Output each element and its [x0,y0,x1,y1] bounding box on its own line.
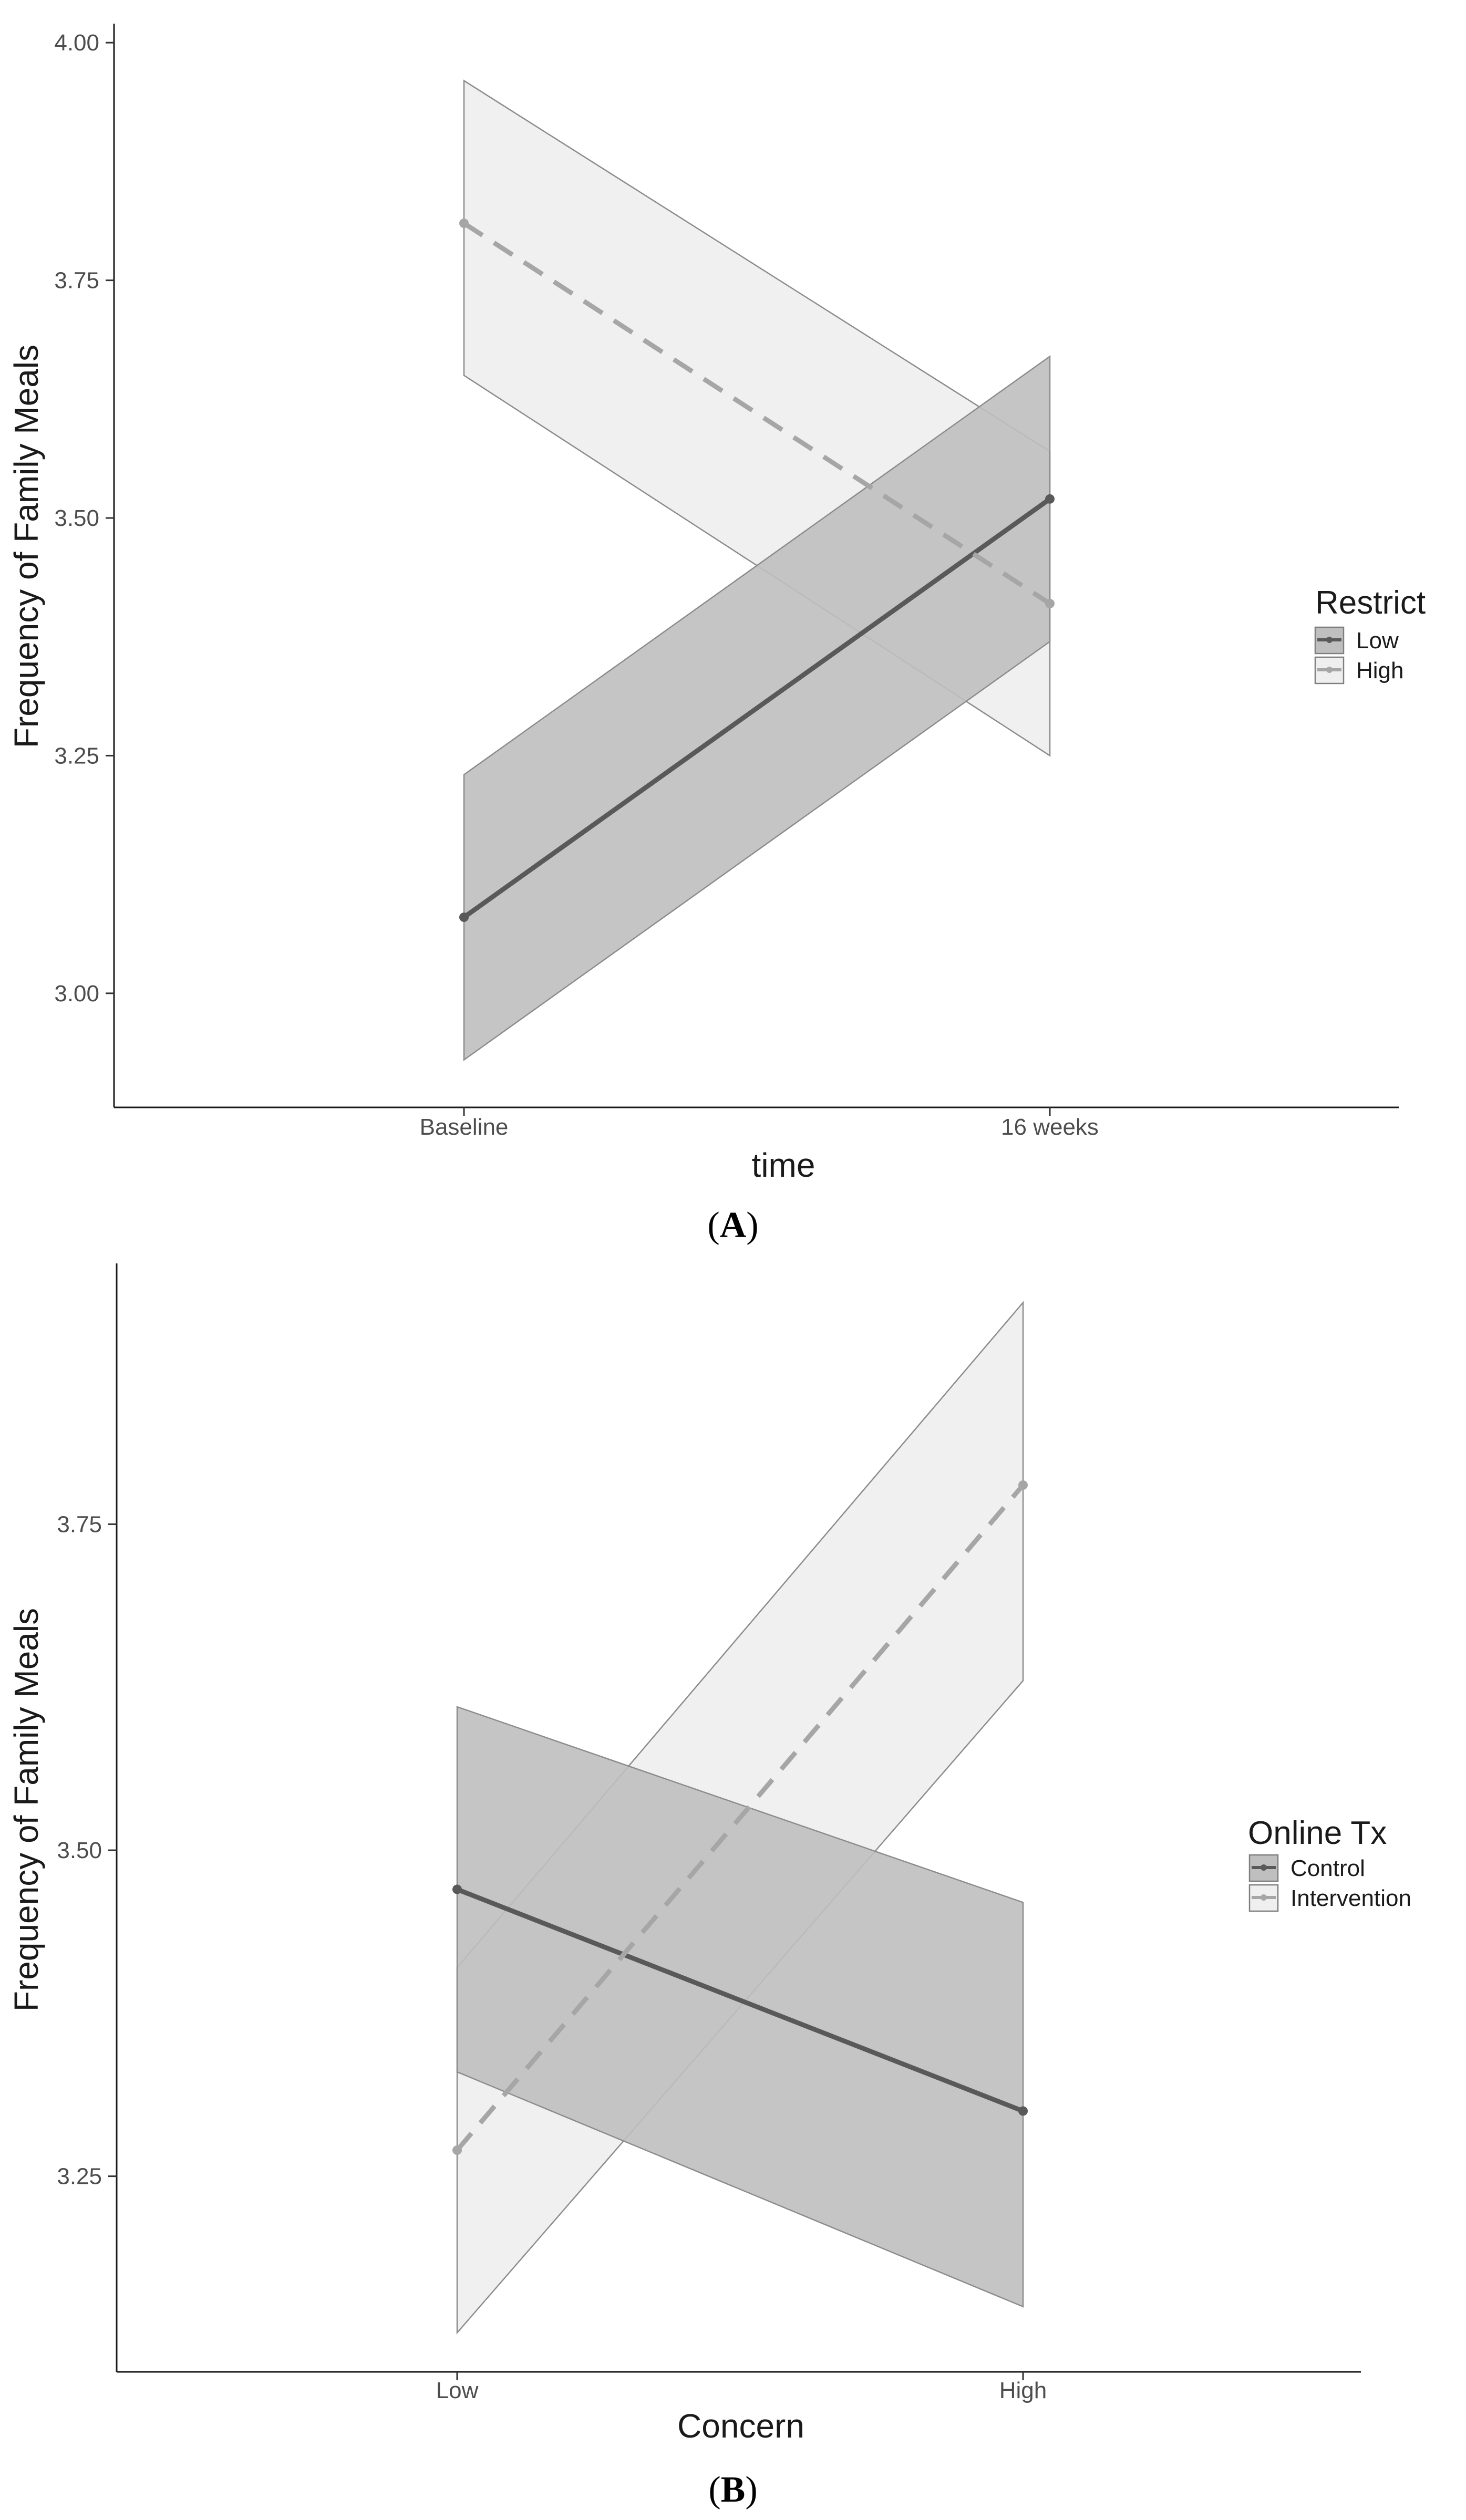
legend-label-b-intervention: Intervention [1291,1885,1411,1911]
legend-b: Online Tx Control Intervention [1248,1815,1411,1912]
y-axis-title-a: Frequency of Family Meals [7,345,45,748]
series-line-a-low [462,497,1051,919]
legend-point-a-high [1326,667,1333,673]
y-tick-label-a: 3.50 [54,505,99,531]
data-point-a-high-2 [1045,598,1055,608]
data-point-b-intervention-2 [1018,1480,1028,1490]
ticks-b: 3.25 3.50 3.75 Low High [57,1511,1047,2403]
chart-panel-b: 3.25 3.50 3.75 Low High Concern Frequency of… [7,1263,1411,2510]
legend-label-b-control: Control [1291,1855,1365,1881]
data-point-b-control-1 [452,1884,462,1894]
chart-panel-a: 3.00 3.25 3.50 3.75 4.00 Baseline 16 weeks tim… [7,24,1426,1246]
series-line-b-control [456,1887,1024,2113]
y-axis-title-b: Frequency of Family Meals [7,1608,45,2011]
data-point-b-intervention-1 [452,2145,462,2155]
x-axis-title-a: time [752,1146,815,1184]
legend-title-a: Restrict [1315,585,1426,621]
data-point-a-low-1 [459,912,469,922]
data-point-a-low-2 [1045,494,1055,504]
axes-b [116,1263,1361,2373]
y-tick-label-a: 3.00 [54,981,99,1007]
legend-point-a-low [1326,637,1333,643]
y-tick-label-b: 3.75 [57,1511,102,1537]
series-lines-a [459,219,1055,922]
y-tick-label-b: 3.50 [57,1838,102,1863]
ticks-a: 3.00 3.25 3.50 3.75 4.00 Baseline 16 weeks [54,30,1099,1140]
x-tick-label-a: 16 weeks [1001,1114,1099,1140]
series-line-a-high [462,221,1051,606]
data-point-a-high-1 [459,219,469,229]
ribbon-b-control [456,1706,1024,2308]
axes-a [113,24,1399,1108]
panel-label-b: (B) [708,2470,757,2510]
legend-point-b-control [1261,1864,1267,1871]
y-tick-label-b: 3.25 [57,2164,102,2190]
legend-a: Restrict Low High [1314,585,1426,685]
legend-point-b-intervention [1261,1894,1267,1901]
x-tick-label-b: High [999,2378,1047,2403]
legend-label-a-low: Low [1356,628,1399,654]
legend-label-a-high: High [1356,658,1404,683]
legend-title-b: Online Tx [1248,1815,1387,1851]
series-line-b-intervention [455,1484,1025,2152]
y-tick-label-a: 4.00 [54,30,99,56]
x-axis-title-b: Concern [677,2407,804,2445]
data-point-b-control-2 [1018,2106,1028,2116]
panel-label-a: (A) [707,1205,758,1246]
x-tick-label-a: Baseline [420,1114,509,1140]
y-tick-label-a: 3.25 [54,743,99,769]
x-tick-label-b: Low [436,2378,479,2403]
y-tick-label-a: 3.75 [54,268,99,294]
series-lines-b [452,1480,1028,2155]
